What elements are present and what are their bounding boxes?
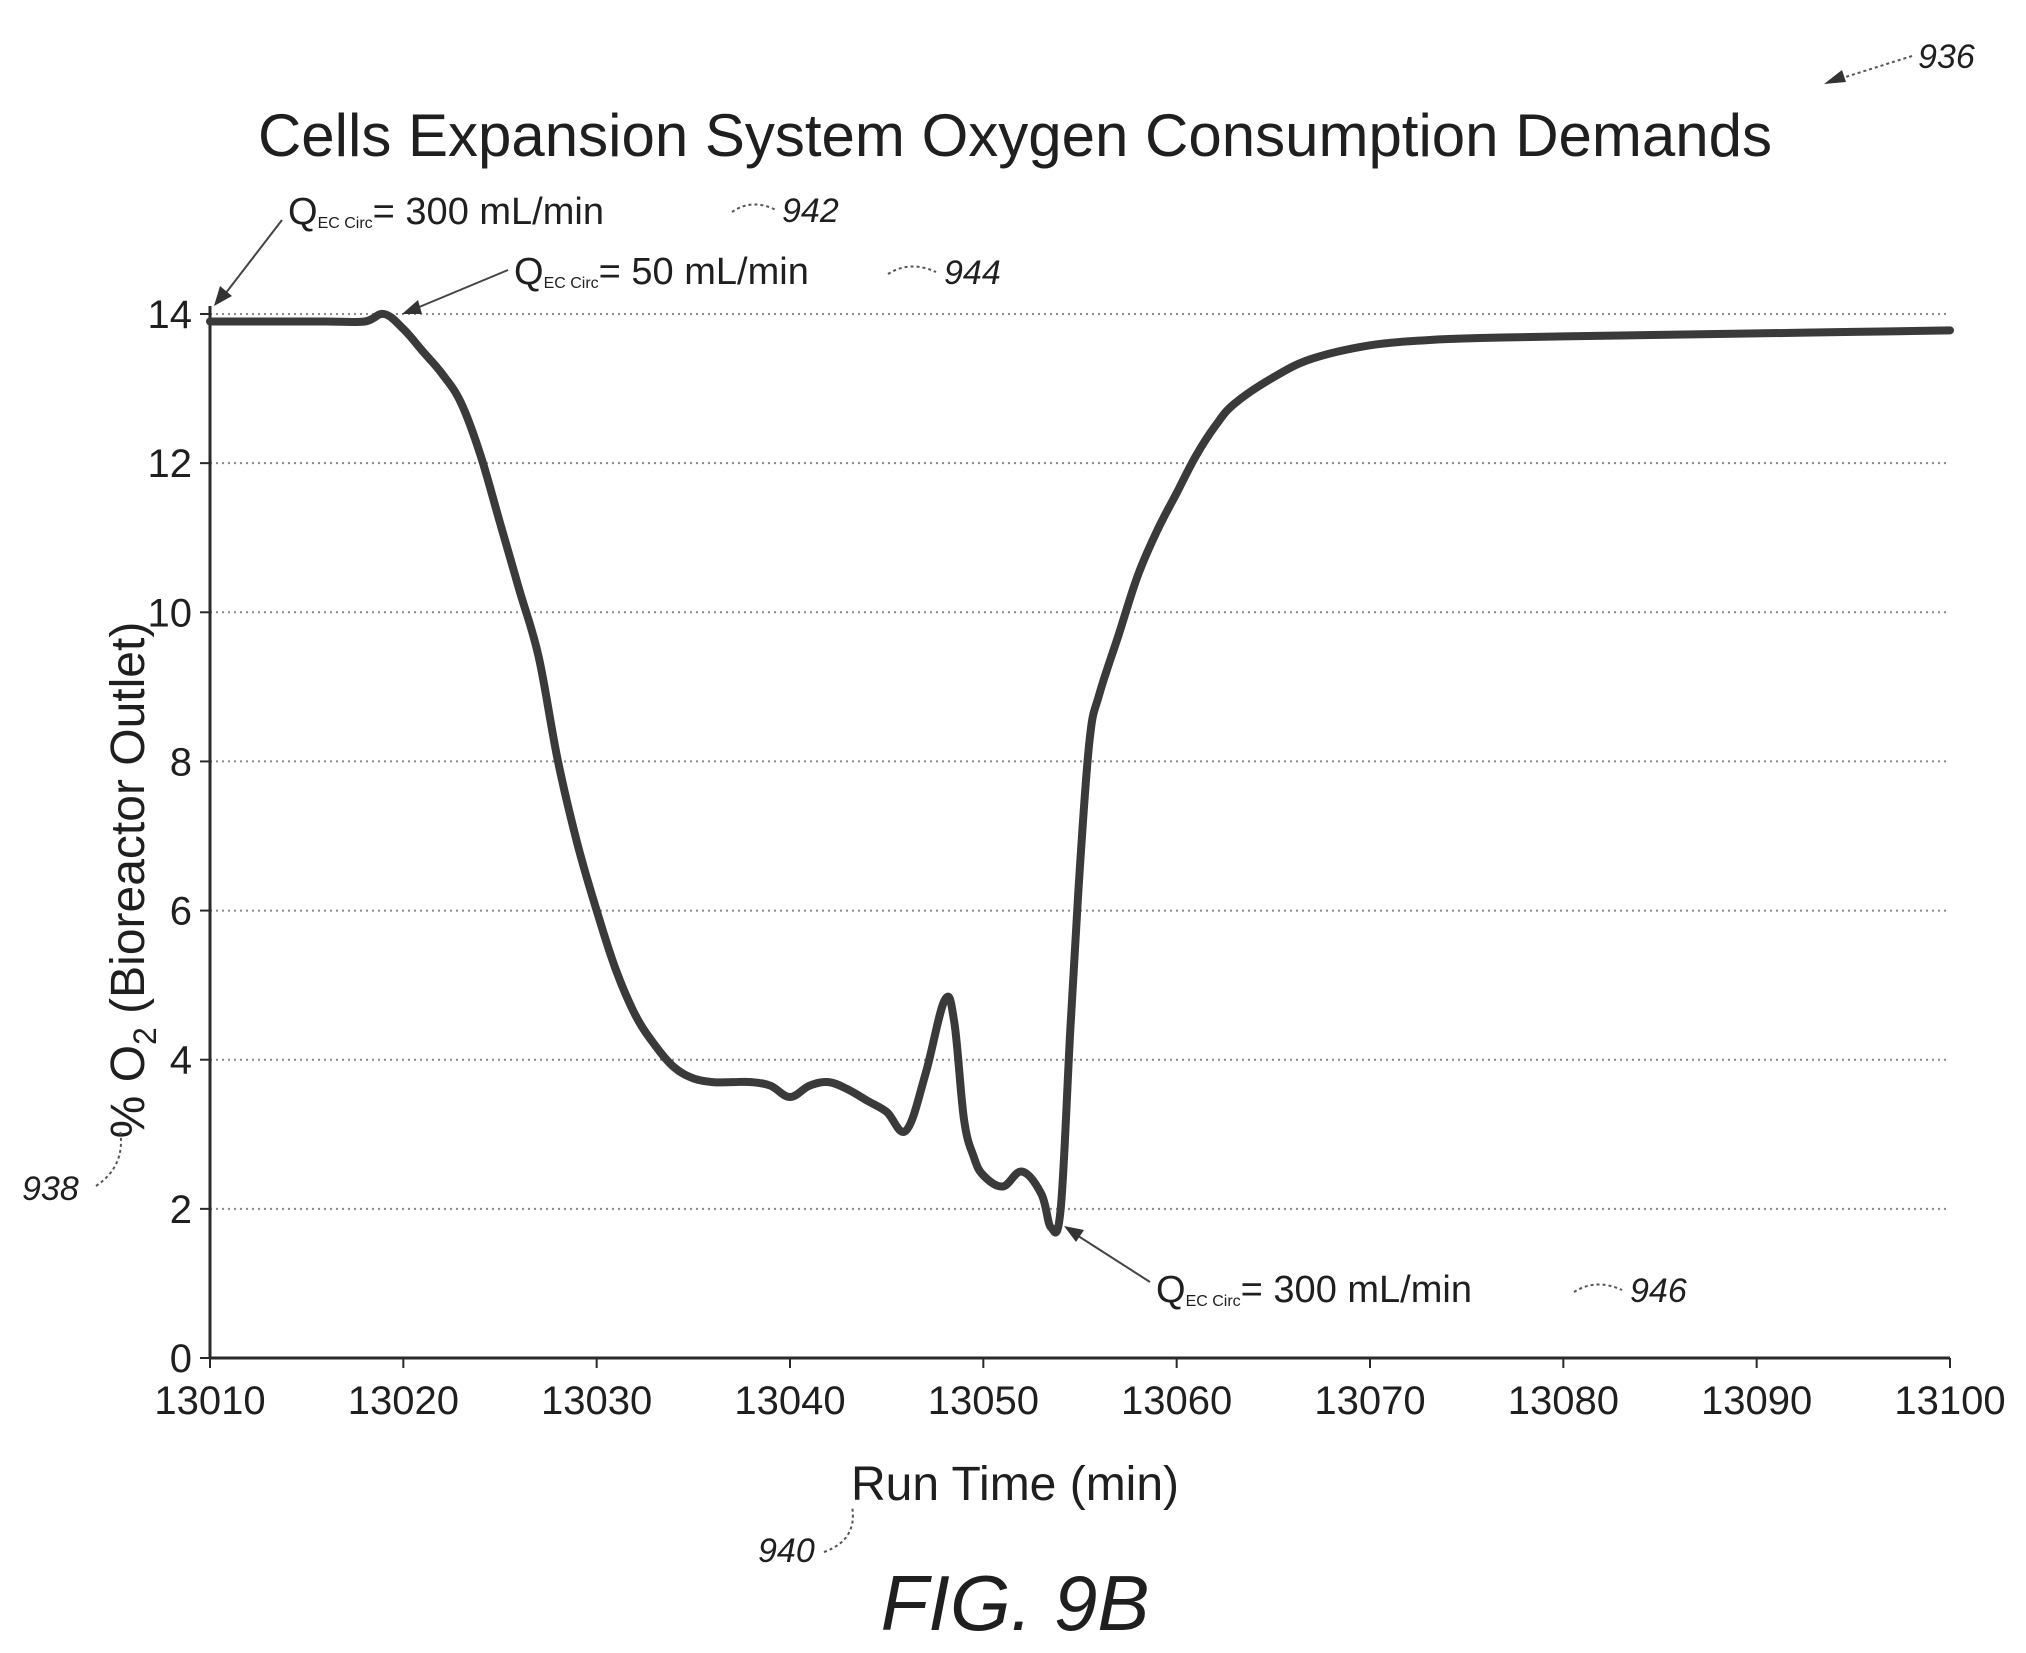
x-tick-label: 13040 [734,1379,845,1423]
annotation-944-q: Q [514,251,544,293]
y-tick-label: 2 [170,1188,192,1232]
annotation-942-sub: EC Circ [318,215,373,232]
y-axis-label-main: % O [102,1045,155,1138]
annotation-942-leader [221,219,283,299]
y-tick-label: 6 [170,890,192,934]
annotation-944-ref-leader [887,265,937,275]
x-tick-label: 13060 [1121,1379,1232,1423]
y-tick-label: 0 [170,1337,192,1381]
tick-layer: 0 2 4 6 8 10 12 14 13010 13020 13030 13040 13050 1306… [148,293,2006,1423]
y-axis-label-rest: (Bioreactor Outlet) [102,622,155,1027]
annotation-944-sub: EC Circ [544,275,599,292]
annotation-944-arrowhead [402,300,422,314]
figure-ref-arrowhead [1824,70,1846,84]
annotation-946-text: QEC Circ= 300 mL/min [1156,1269,1472,1311]
series-line-o2 [206,309,1954,1237]
figure-caption: FIG. 9B [881,1559,1150,1647]
x-tick-label: 13080 [1508,1379,1619,1423]
y-tick-label: 8 [170,740,192,784]
annotation-944-leader [411,269,509,311]
annotation-942-q: Q [288,191,318,233]
y-tick-label: 12 [148,442,193,486]
y-tick-label: 14 [148,293,193,337]
x-tick-label: 13020 [348,1379,459,1423]
figure-ref-leader [1835,55,1913,81]
annotation-946-ref: 946 [1630,1272,1687,1310]
x-tick-label: 13050 [928,1379,1039,1423]
x-tick-label: 13030 [541,1379,652,1423]
annotation-942-text: QEC Circ= 300 mL/min [288,191,604,233]
y-axis-ref-leader [95,1129,122,1187]
y-tick-label: 10 [148,591,193,635]
annotation-944-value: = 50 mL/min [599,251,809,293]
axis-layer [208,306,1950,1360]
x-axis-label: Run Time (min) [851,1458,1179,1511]
annotation-946-ref-leader [1573,1283,1623,1293]
annotation-946-q: Q [1156,1269,1186,1311]
chart-title: Cells Expansion System Oxygen Consumptio… [258,102,1772,169]
annotation-942-ref: 942 [782,192,839,230]
y-axis-ref-label: 938 [22,1170,79,1208]
grid-layer [210,313,1950,1210]
annotation-942-ref-leader [731,203,777,213]
annotation-946-sub: EC Circ [1186,1293,1241,1310]
x-tick-label: 13070 [1314,1379,1425,1423]
y-axis-label: % O2 (Bioreactor Outlet) [102,622,163,1139]
annotation-942-arrowhead [214,286,232,306]
x-axis-ref-label: 940 [758,1532,815,1570]
annotation-942-value: = 300 mL/min [373,191,604,233]
annotation-946-value: = 300 mL/min [1241,1269,1472,1311]
annotation-946-leader [1071,1231,1151,1283]
figure-ref-label: 936 [1918,38,1975,76]
x-tick-label: 13010 [154,1379,265,1423]
y-axis-label-sub: 2 [127,1027,163,1045]
y-tick-label: 4 [170,1039,192,1083]
x-tick-label: 13090 [1701,1379,1812,1423]
x-axis-ref-leader [823,1505,854,1553]
annotation-946-arrowhead [1064,1226,1084,1242]
annotation-944-ref: 944 [944,254,1001,292]
x-tick-label: 13100 [1894,1379,2005,1423]
annotation-944-text: QEC Circ= 50 mL/min [514,251,809,293]
